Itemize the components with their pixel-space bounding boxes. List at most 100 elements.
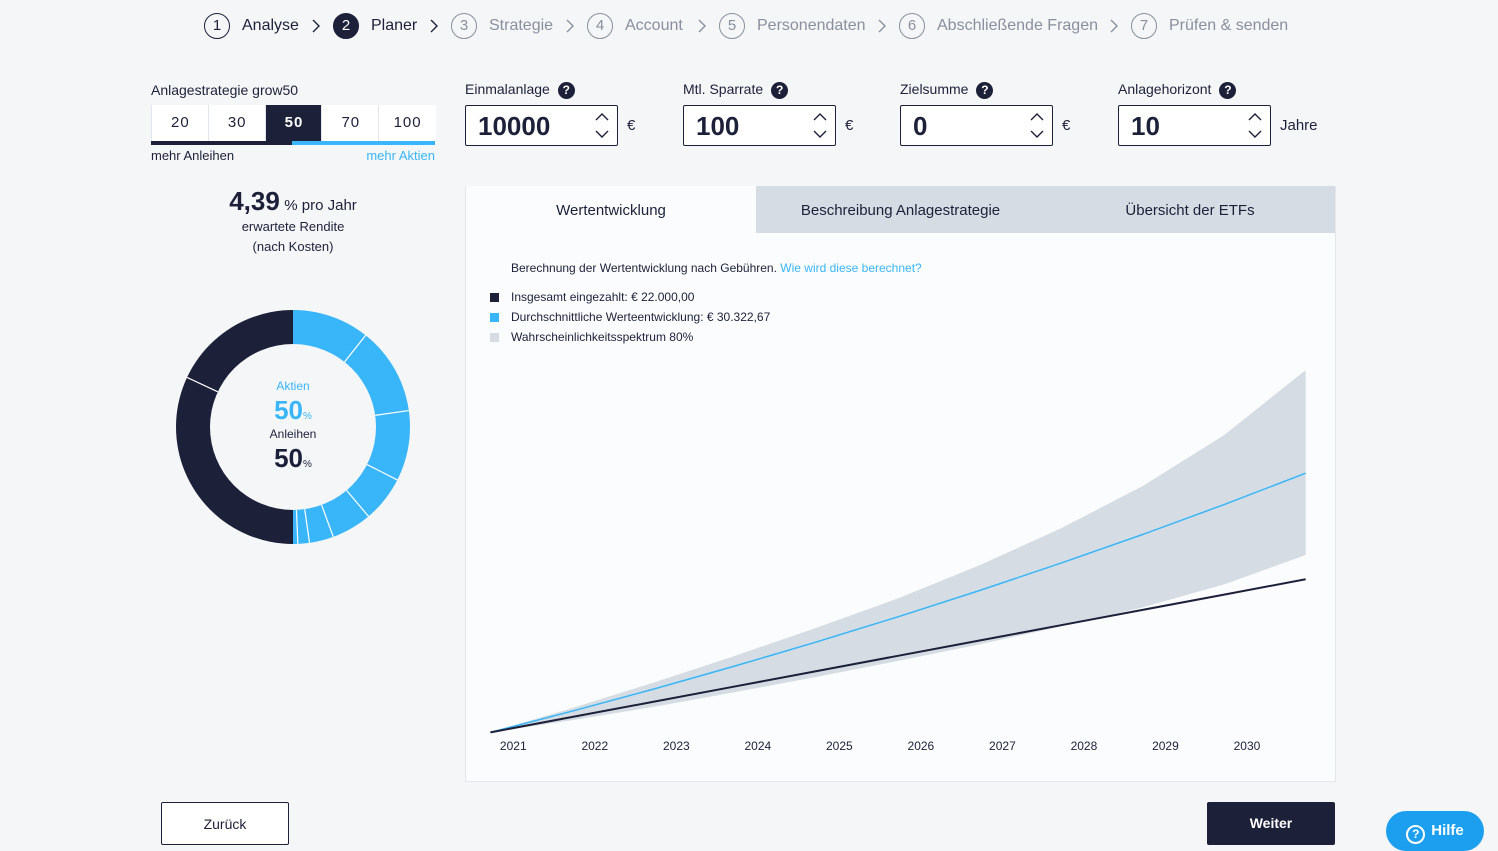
stocks-share: 50% — [193, 395, 393, 426]
input-box[interactable]: 10 — [1118, 105, 1271, 146]
tab[interactable]: Wertentwicklung — [466, 186, 756, 233]
series-line — [490, 472, 1306, 734]
spinner[interactable] — [593, 106, 613, 145]
stocks-label: Aktien — [276, 379, 310, 393]
legend-swatch — [490, 293, 499, 302]
input-label: Einmalanlage? — [465, 81, 575, 99]
info-link[interactable]: Wie wird diese berechnet? — [780, 261, 922, 275]
step-number[interactable]: 5 — [719, 13, 745, 39]
strategy-option[interactable]: 100 — [378, 105, 436, 141]
help-button-icon: ? — [1406, 825, 1426, 844]
donut-bonds — [176, 310, 293, 544]
x-tick-label: 2027 — [989, 739, 1016, 753]
strategy-option[interactable]: 20 — [151, 105, 209, 141]
step-label[interactable]: Account — [625, 17, 683, 34]
stocks-unit: % — [303, 411, 312, 422]
bond-bar — [151, 141, 292, 145]
input-value: 10 — [1131, 111, 1160, 141]
segment-divider — [366, 463, 398, 481]
bonds-share: 50% — [193, 443, 393, 474]
input-box[interactable]: 0 — [900, 105, 1053, 146]
x-tick-label: 2024 — [744, 739, 771, 753]
x-tick-label: 2022 — [581, 739, 608, 753]
help-icon: ? — [976, 81, 994, 99]
bonds-unit: % — [303, 459, 312, 470]
input-value: 10000 — [478, 111, 551, 141]
step-label[interactable]: Prüfen & senden — [1169, 17, 1289, 34]
help-button-label: Hilfe — [1431, 822, 1464, 839]
spinner[interactable] — [811, 106, 831, 145]
input-value: 0 — [913, 111, 928, 141]
spinner[interactable] — [1028, 106, 1048, 145]
step-number[interactable]: 2 — [333, 13, 359, 39]
x-tick-label: 2030 — [1234, 739, 1261, 753]
segment-divider — [346, 490, 369, 517]
strategy-label: Anlagestrategie grow50 — [151, 82, 299, 98]
spin-up[interactable] — [813, 113, 827, 121]
input-value: 100 — [696, 111, 740, 141]
legend-swatch — [490, 333, 499, 342]
help-button[interactable]: ? Hilfe — [1386, 811, 1484, 851]
tab[interactable]: Übersicht der ETFs — [1045, 186, 1335, 233]
tab[interactable]: Beschreibung Anlagestrategie — [756, 186, 1045, 233]
spin-down[interactable] — [813, 130, 827, 138]
step-label[interactable]: Personendaten — [757, 17, 866, 34]
return-value: 4,39 — [229, 186, 280, 216]
chevron — [698, 19, 706, 33]
spinner[interactable] — [1246, 106, 1266, 145]
step-label[interactable]: Abschließende Fragen — [937, 17, 1098, 34]
strategy-option[interactable]: 50 — [264, 105, 323, 141]
input-label-text: Anlagehorizont — [1118, 81, 1212, 97]
step-number[interactable]: 1 — [204, 13, 230, 39]
segment-divider — [321, 504, 334, 538]
segment-divider — [304, 509, 311, 543]
strategy-option[interactable]: 30 — [207, 105, 266, 141]
legend-label: Wahrscheinlichkeitsspektrum 80% — [511, 330, 694, 344]
input-box[interactable]: 100 — [683, 105, 836, 146]
back-button[interactable]: Zurück — [161, 802, 289, 845]
segment-divider — [375, 409, 409, 416]
strategy-option[interactable]: 70 — [321, 105, 380, 141]
return-unit: % pro Jahr — [284, 197, 357, 214]
left-label: mehr Anleihen — [151, 148, 235, 163]
step-label[interactable]: Strategie — [489, 17, 554, 34]
stocks-value: 50 — [274, 395, 303, 425]
chart-subtitle: Berechnung der Wertentwicklung nach Gebü… — [511, 261, 777, 275]
input-label-text: Mtl. Sparrate — [683, 81, 764, 97]
x-tick-label: 2028 — [1071, 739, 1098, 753]
next-button[interactable]: Weiter — [1207, 802, 1335, 845]
legend-label: Insgesamt eingezahlt: € 22.000,00 — [511, 290, 695, 304]
input-label-text: Zielsumme — [900, 81, 969, 97]
segment-divider — [344, 334, 367, 363]
spin-up[interactable] — [595, 113, 609, 121]
return-box: 4,39 % pro Jahr erwartete Rendite (nach … — [151, 186, 435, 254]
step-label[interactable]: Planer — [371, 17, 418, 34]
step-chevrons — [312, 19, 1118, 33]
help-icon: ? — [1219, 81, 1237, 99]
input-label: Anlagehorizont? — [1118, 81, 1237, 99]
spin-down[interactable] — [1030, 130, 1044, 138]
spin-up[interactable] — [1248, 113, 1262, 121]
x-tick-label: 2025 — [826, 739, 853, 753]
step-number[interactable]: 3 — [451, 13, 477, 39]
spin-down[interactable] — [1248, 130, 1262, 138]
input-unit: € — [627, 117, 636, 134]
input-unit: Jahre — [1280, 117, 1318, 134]
input-box[interactable]: 10000 — [465, 105, 618, 146]
chevron — [566, 19, 574, 33]
legend-swatch — [490, 313, 499, 322]
input-unit: € — [1062, 117, 1071, 134]
step-number[interactable]: 7 — [1131, 13, 1157, 39]
spin-down[interactable] — [595, 130, 609, 138]
step-number[interactable]: 4 — [587, 13, 613, 39]
chevron — [878, 19, 886, 33]
spin-up[interactable] — [1030, 113, 1044, 121]
right-label: mehr Aktien — [366, 148, 435, 163]
help-icon: ? — [771, 81, 789, 99]
step-label[interactable]: Analyse — [242, 17, 299, 34]
chart-subtitle-row: Berechnung der Wertentwicklung nach Gebü… — [511, 261, 922, 275]
return-line1: erwartete Rendite — [241, 219, 345, 234]
step-number[interactable]: 6 — [899, 13, 925, 39]
input-unit: € — [845, 117, 854, 134]
